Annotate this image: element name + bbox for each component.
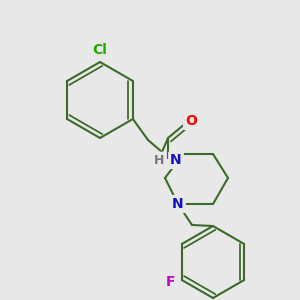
Text: Cl: Cl [93,43,107,57]
Text: F: F [166,275,176,289]
Text: N: N [170,153,182,167]
Text: N: N [172,197,184,211]
Text: H: H [154,154,164,166]
Text: O: O [185,114,197,128]
